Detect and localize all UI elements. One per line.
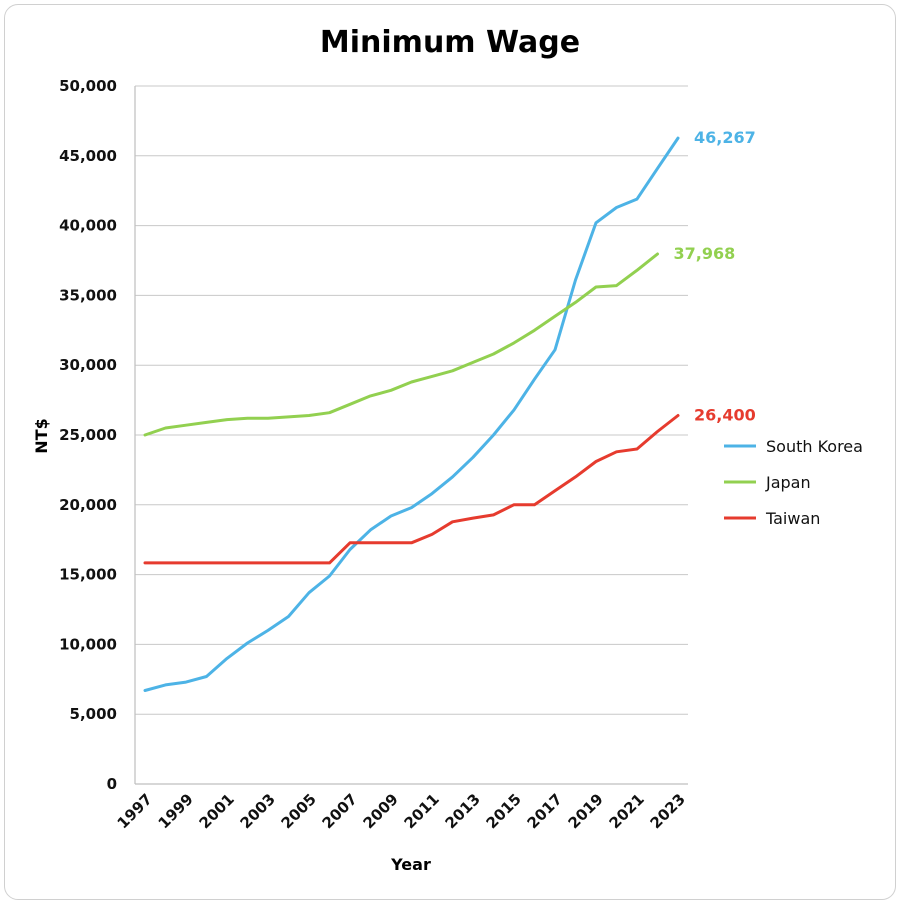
y-tick-label: 5,000 — [70, 705, 117, 723]
legend-label-taiwan: Taiwan — [765, 509, 820, 528]
series-line-south-korea — [143, 136, 680, 692]
end-label-japan: 37,968 — [674, 244, 736, 263]
y-axis-ticks: 0 5,000 10,000 15,000 20,000 25,000 30,000 35,0… — [59, 77, 117, 793]
y-tick-label: 0 — [107, 775, 117, 793]
x-tick-label: 2017 — [524, 790, 566, 832]
y-tick-label: 45,000 — [59, 147, 117, 165]
end-label-south-korea: 46,267 — [694, 128, 756, 147]
series-line-taiwan — [143, 414, 680, 565]
y-tick-label: 25,000 — [59, 426, 117, 444]
y-tick-label: 40,000 — [59, 217, 117, 235]
legend-label-japan: Japan — [765, 473, 811, 492]
y-tick-label: 10,000 — [59, 635, 117, 653]
x-tick-label: 2009 — [360, 790, 402, 832]
y-tick-label: 35,000 — [59, 286, 117, 304]
legend: South Korea Japan Taiwan — [724, 437, 863, 528]
x-tick-label: 2007 — [319, 790, 361, 832]
y-tick-label: 30,000 — [59, 356, 117, 374]
legend-label-south-korea: South Korea — [766, 437, 863, 456]
y-tick-label: 20,000 — [59, 496, 117, 514]
chart-title: Minimum Wage — [320, 25, 580, 60]
y-tick-label: 15,000 — [59, 566, 117, 584]
chart-frame — [4, 4, 896, 900]
x-tick-label: 2011 — [401, 790, 443, 832]
x-axis-ticks: 1997199920012003200520072009201120132015… — [114, 790, 689, 832]
series-line-japan — [143, 252, 659, 437]
x-tick-label: 2015 — [483, 790, 525, 832]
y-tick-label: 50,000 — [59, 77, 117, 95]
x-tick-label: 2023 — [647, 790, 689, 832]
axes — [134, 86, 688, 785]
x-tick-label: 1997 — [114, 790, 156, 832]
x-tick-label: 2001 — [196, 790, 238, 832]
x-axis-label: Year — [390, 855, 431, 874]
gridlines — [135, 85, 688, 715]
x-tick-label: 2021 — [606, 790, 648, 832]
x-tick-label: 2013 — [442, 790, 484, 832]
end-labels: 46,267 37,968 26,400 — [674, 128, 756, 424]
y-axis-label: NT$ — [32, 418, 51, 453]
x-tick-label: 2005 — [278, 790, 320, 832]
end-label-taiwan: 26,400 — [694, 405, 756, 424]
x-tick-label: 1999 — [155, 790, 197, 832]
series-lines — [143, 136, 680, 692]
x-tick-label: 2003 — [237, 790, 279, 832]
x-tick-label: 2019 — [565, 790, 607, 832]
